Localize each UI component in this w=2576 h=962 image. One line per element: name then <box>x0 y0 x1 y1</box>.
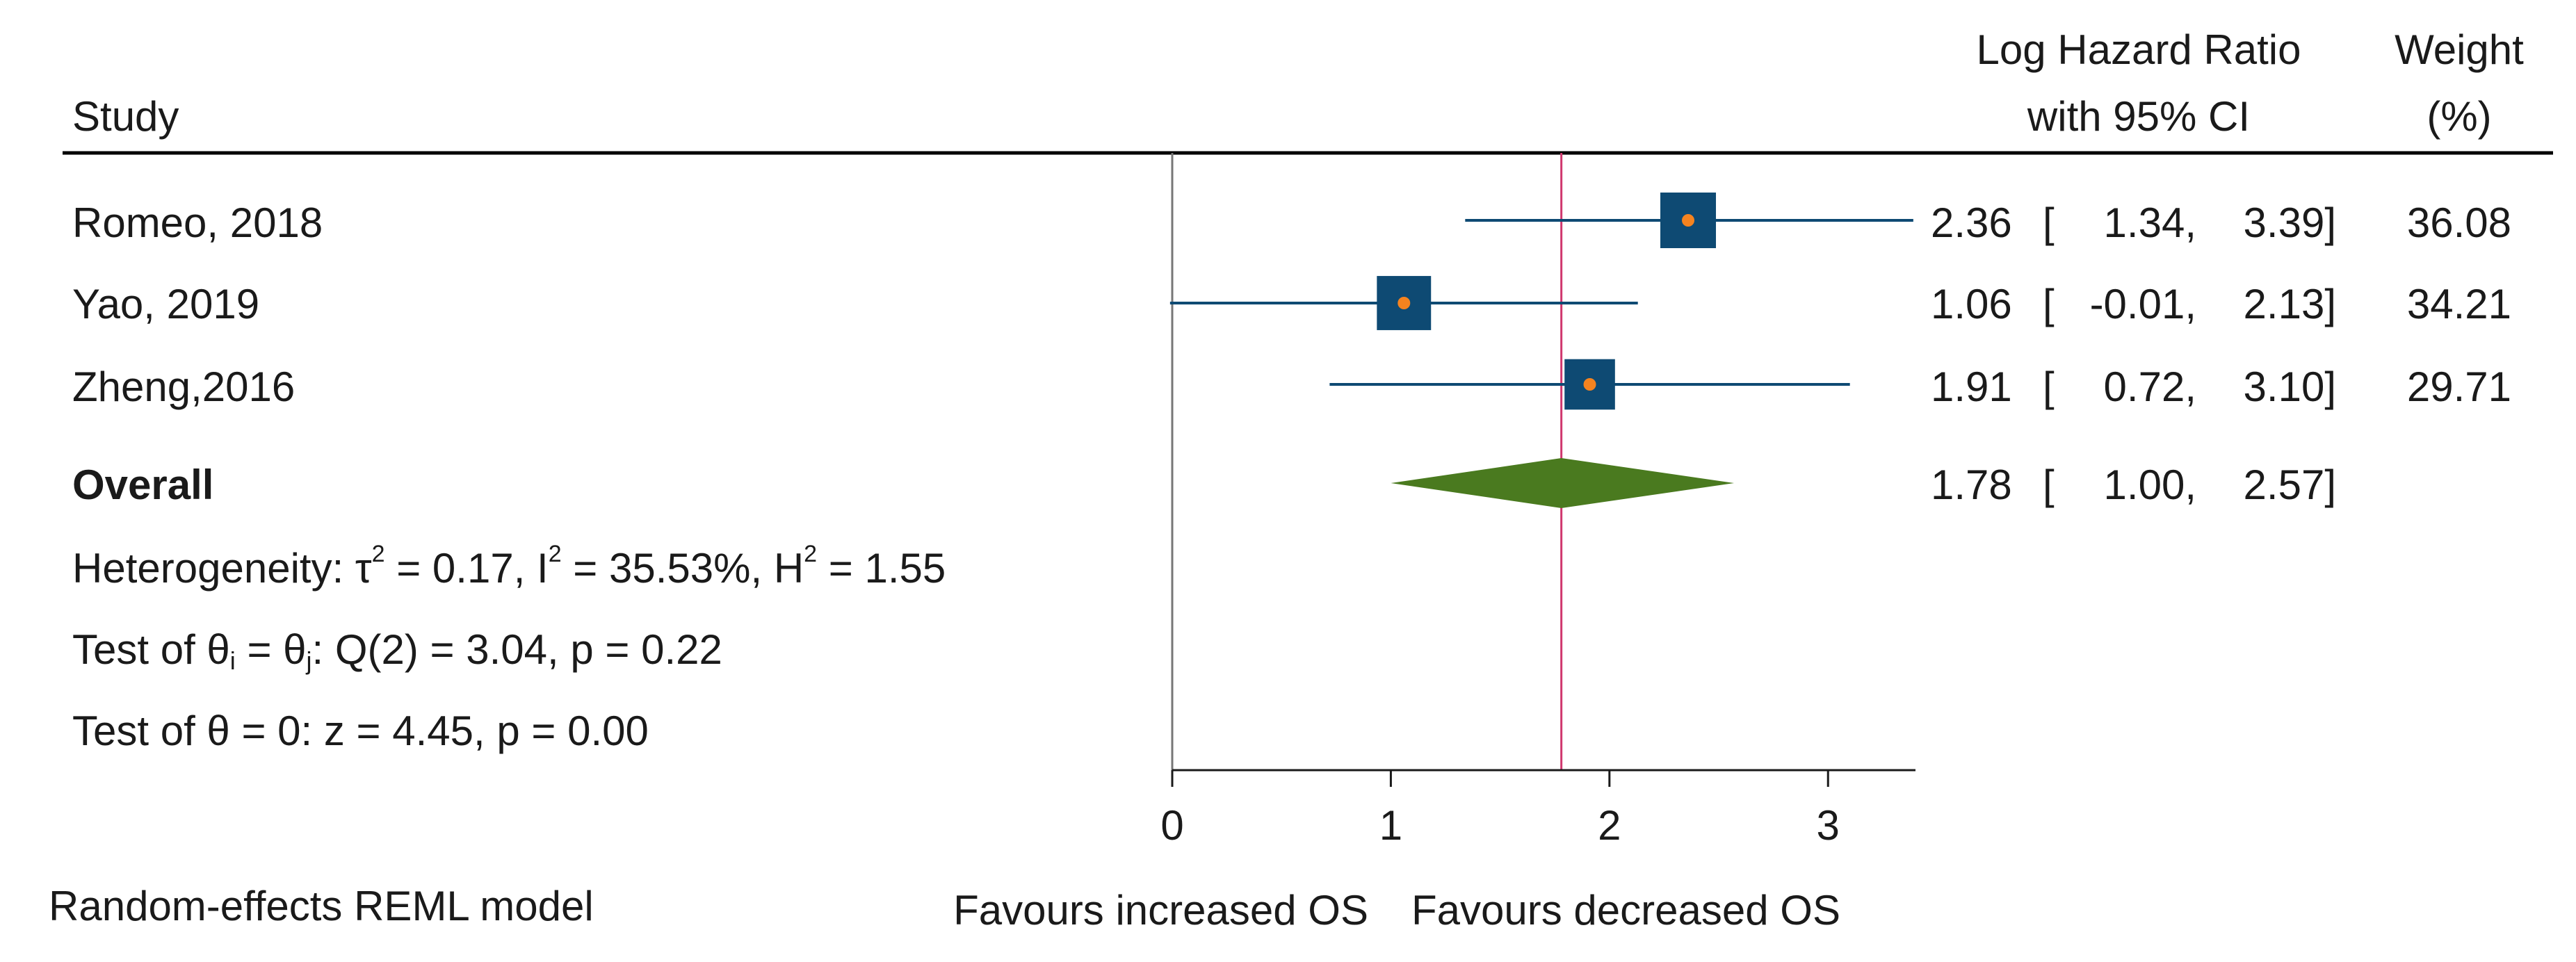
study-point-estimate <box>1682 214 1695 227</box>
heterogeneity-i-value: = 35.53%, H <box>562 545 804 592</box>
study-weight: 29.71 <box>2407 364 2511 410</box>
study-name: Zheng,2016 <box>72 364 295 410</box>
overall-diamond <box>1391 458 1735 508</box>
homogeneity-prefix: Test of θ <box>72 626 230 673</box>
x-axis-ticks: 0 1 2 3 <box>1160 770 1840 849</box>
study-name: Yao, 2019 <box>72 281 259 327</box>
overall-test-text: Test of θ = 0: z = 4.45, p = 0.00 <box>72 708 649 754</box>
header-study: Study <box>72 93 179 140</box>
heterogeneity-tau-value: = 0.17, I <box>385 545 549 592</box>
study-ci-low: 1.34, <box>2104 199 2196 246</box>
header-estimate-line1: Log Hazard Ratio <box>1977 26 2301 73</box>
study-ci-open-bracket: [ <box>2043 281 2055 327</box>
overall-estimate: 1.78 <box>1931 462 2012 508</box>
overall-ci-open-bracket: [ <box>2043 462 2055 508</box>
homogeneity-sub-i: i <box>230 646 236 675</box>
study-estimate: 1.91 <box>1931 364 2012 410</box>
homogeneity-test-text: Test of θi = θj: Q(2) = 3.04, p = 0.22 <box>72 626 722 675</box>
overall-row: Overall 1.78 [ 1.00, 2.57] <box>72 458 2336 508</box>
homogeneity-equals: = θ <box>236 626 307 673</box>
header-weight-line2: (%) <box>2427 93 2491 140</box>
x-tick-label: 0 <box>1160 802 1183 849</box>
study-ci-low: 0.72, <box>2104 364 2196 410</box>
heterogeneity-sup-h: 2 <box>804 541 817 567</box>
study-weight: 34.21 <box>2407 281 2511 327</box>
heterogeneity-h-value: = 1.55 <box>817 545 946 592</box>
overall-ci-high: 2.57] <box>2244 462 2336 508</box>
study-weight: 36.08 <box>2407 199 2511 246</box>
study-ci-open-bracket: [ <box>2043 364 2055 410</box>
study-row: Zheng,2016 1.91 [ 0.72, 3.10] 29.71 <box>72 359 2511 410</box>
heterogeneity-prefix: Heterogeneity: τ <box>72 545 372 592</box>
study-ci-high: 3.39] <box>2244 199 2336 246</box>
x-tick-label: 2 <box>1598 802 1621 849</box>
x-tick-label: 1 <box>1379 802 1402 849</box>
homogeneity-result: : Q(2) = 3.04, p = 0.22 <box>312 626 722 673</box>
homogeneity-sub-j: j <box>306 646 312 675</box>
model-label: Random-effects REML model <box>49 883 594 929</box>
study-row: Yao, 2019 1.06 [ -0.01, 2.13] 34.21 <box>72 276 2511 330</box>
overall-label: Overall <box>72 462 213 508</box>
study-estimate: 2.36 <box>1931 199 2012 246</box>
study-name: Romeo, 2018 <box>72 199 323 246</box>
favours-right-label: Favours decreased OS <box>1411 887 1840 934</box>
overall-ci-low: 1.00, <box>2104 462 2196 508</box>
header-weight-line1: Weight <box>2395 26 2524 73</box>
study-ci-open-bracket: [ <box>2043 199 2055 246</box>
study-estimate: 1.06 <box>1931 281 2012 327</box>
study-point-estimate <box>1398 297 1411 309</box>
heterogeneity-text: Heterogeneity: τ2 = 0.17, I2 = 35.53%, H… <box>72 541 946 592</box>
favours-left-label: Favours increased OS <box>953 887 1368 934</box>
study-point-estimate <box>1583 378 1596 391</box>
heterogeneity-sup-i: 2 <box>549 541 562 567</box>
header-estimate-line2: with 95% CI <box>2027 93 2250 140</box>
study-row: Romeo, 2018 2.36 [ 1.34, 3.39] 36.08 <box>72 193 2511 248</box>
study-ci-high: 2.13] <box>2244 281 2336 327</box>
x-tick-label: 3 <box>1817 802 1840 849</box>
heterogeneity-sup-tau: 2 <box>372 541 385 567</box>
study-ci-high: 3.10] <box>2244 364 2336 410</box>
study-ci-low: -0.01, <box>2090 281 2196 327</box>
